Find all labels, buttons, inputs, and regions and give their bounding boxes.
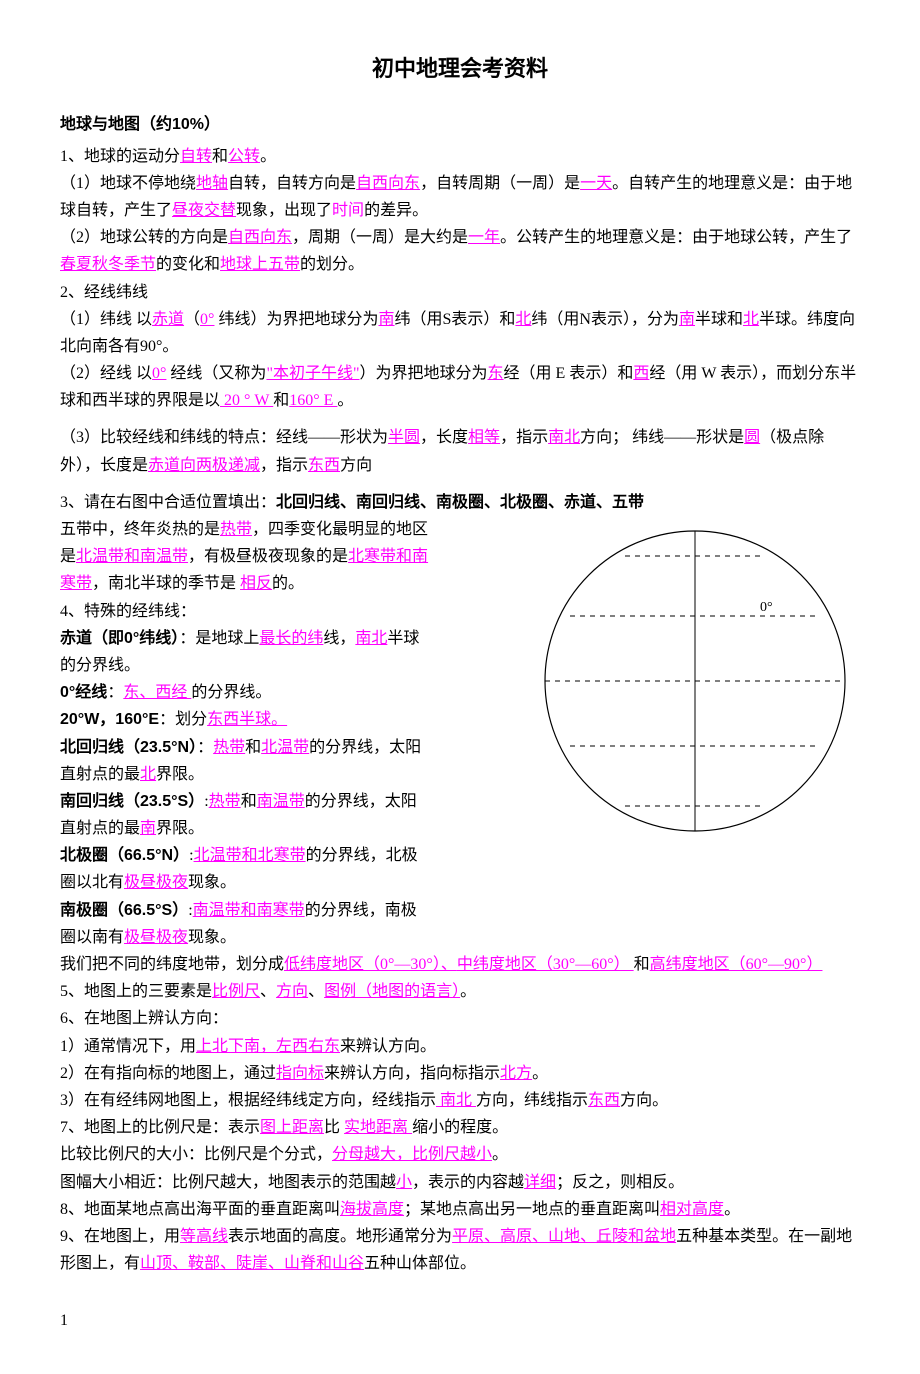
para-2: （1）地球不停地绕地轴自转，自转方向是自西向东，自转周期（一周）是一天。自转产生… bbox=[60, 170, 860, 224]
para-25: 我们把不同的纬度地带，划分成低纬度地区（0°—30°）、中纬度地区（30°—60… bbox=[60, 951, 860, 978]
para-33: 图幅大小相近：比例尺越大，地图表示的范围越小，表示的内容越详细；反之，则相反。 bbox=[60, 1169, 860, 1196]
para-35: 9、在地图上，用等高线表示地面的高度。地形通常分为平原、高原、山地、丘陵和盆地五… bbox=[60, 1223, 860, 1277]
para-21: 北极圈（66.5°N）:北温带和北寒带的分界线，北极 bbox=[60, 842, 860, 869]
doc-title: 初中地理会考资料 bbox=[60, 50, 860, 87]
para-4: 2、经线纬线 bbox=[60, 279, 860, 306]
para-28: 1）通常情况下，用上北下南，左西右东来辨认方向。 bbox=[60, 1033, 860, 1060]
para-32: 比较比例尺的大小：比例尺是个分式，分母越大，比例尺越小。 bbox=[60, 1141, 860, 1168]
para-6: （2）经线 以0° 经线（又称为"本初子午线"）为界把地球分为东经（用 E 表示… bbox=[60, 360, 860, 414]
para-8: 3、请在右图中合适位置填出：北回归线、南回归线、南极圈、北极圈、赤道、五带 bbox=[60, 489, 860, 516]
para-22: 圈以北有极昼极夜现象。 bbox=[60, 869, 860, 896]
zero-degree-label: 0° bbox=[760, 600, 773, 615]
globe-diagram: 0° bbox=[530, 516, 860, 846]
para-23: 南极圈（66.5°S）:南温带和南寒带的分界线，南极 bbox=[60, 897, 860, 924]
para-27: 6、在地图上辨认方向： bbox=[60, 1005, 860, 1032]
diagram-block: 0° 五带中，终年炎热的是热带，四季变化最明显的地区 是北温带和南温带，有极昼极… bbox=[60, 516, 860, 951]
para-5: （1）纬线 以赤道（0° 纬线）为界把地球分为南纬（用S表示）和北纬（用N表示）… bbox=[60, 306, 860, 360]
section-heading: 地球与地图（约10%） bbox=[60, 111, 860, 138]
para-34: 8、地面某地点高出海平面的垂直距离叫海拔高度；某地点高出另一地点的垂直距离叫相对… bbox=[60, 1196, 860, 1223]
page-number: 1 bbox=[60, 1307, 860, 1334]
para-26: 5、地图上的三要素是比例尺、方向、图例（地图的语言）。 bbox=[60, 978, 860, 1005]
para-7: （3）比较经线和纬线的特点：经线——形状为半圆，长度相等，指示南北方向； 纬线—… bbox=[60, 424, 860, 478]
para-29: 2）在有指向标的地图上，通过指向标来辨认方向，指向标指示北方。 bbox=[60, 1060, 860, 1087]
para-3: （2）地球公转的方向是自西向东，周期（一周）是大约是一年。公转产生的地理意义是：… bbox=[60, 224, 860, 278]
para-31: 7、地图上的比例尺是：表示图上距离比 实地距离 缩小的程度。 bbox=[60, 1114, 860, 1141]
para-1: 1、地球的运动分自转和公转。 bbox=[60, 143, 860, 170]
para-24: 圈以南有极昼极夜现象。 bbox=[60, 924, 860, 951]
para-30: 3）在有经纬网地图上，根据经纬线定方向，经线指示 南北 方向，纬线指示东西方向。 bbox=[60, 1087, 860, 1114]
